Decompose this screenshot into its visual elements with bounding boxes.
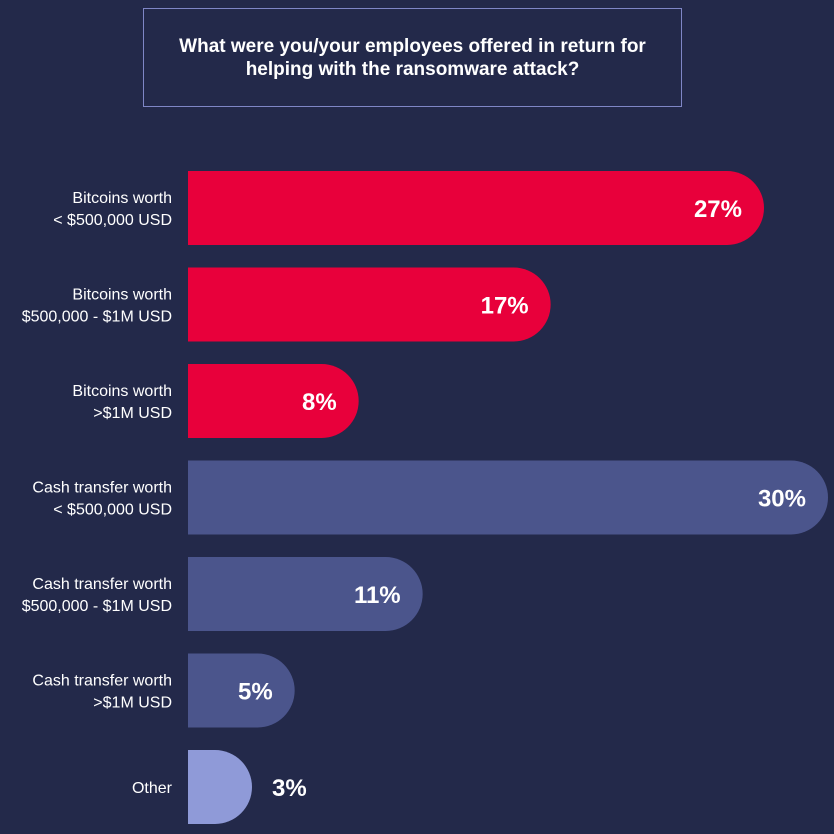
bar-1 [188, 267, 551, 342]
category-label-line: Cash transfer worth [32, 480, 172, 497]
chart-title-box: What were you/your employees offered in … [143, 8, 682, 107]
value-label-1: 17% [481, 293, 529, 320]
category-label-line: $500,000 - $1M USD [22, 598, 172, 615]
category-label-line: Bitcoins worth [72, 287, 172, 304]
category-label-line: < $500,000 USD [53, 212, 172, 229]
category-label-5: Cash transfer worth >$1M USD [32, 673, 172, 712]
category-label-line: $500,000 - $1M USD [22, 309, 172, 326]
category-label-1: Bitcoins worth $500,000 - $1M USD [22, 287, 172, 326]
category-label-line: >$1M USD [93, 695, 172, 712]
value-label-3: 30% [758, 486, 806, 513]
bar-0 [188, 171, 764, 245]
category-label-line: Cash transfer worth [32, 576, 172, 593]
chart-title: What were you/your employees offered in … [179, 35, 646, 80]
bar-5 [188, 653, 295, 728]
category-label-line: >$1M USD [93, 405, 172, 422]
category-label-0: Bitcoins worth < $500,000 USD [53, 190, 172, 229]
bar-4 [188, 557, 423, 631]
value-label-5: 5% [238, 679, 273, 706]
category-label-line: Other [132, 780, 173, 797]
value-label-0: 27% [694, 196, 742, 223]
category-label-line: Cash transfer worth [32, 673, 172, 690]
value-label-4: 11% [354, 582, 401, 609]
category-label-3: Cash transfer worth < $500,000 USD [32, 480, 172, 519]
category-label-line: Bitcoins worth [72, 383, 172, 400]
value-label-6: 3% [272, 775, 307, 802]
category-label-4: Cash transfer worth $500,000 - $1M USD [22, 576, 172, 615]
value-label-2: 8% [302, 389, 337, 416]
bar-3 [188, 460, 829, 535]
bar-2 [188, 364, 359, 438]
category-label-6: Other [132, 780, 173, 797]
category-label-line: < $500,000 USD [53, 502, 172, 519]
bar-6 [188, 750, 252, 824]
category-label-2: Bitcoins worth >$1M USD [72, 383, 172, 422]
category-label-line: Bitcoins worth [72, 190, 172, 207]
